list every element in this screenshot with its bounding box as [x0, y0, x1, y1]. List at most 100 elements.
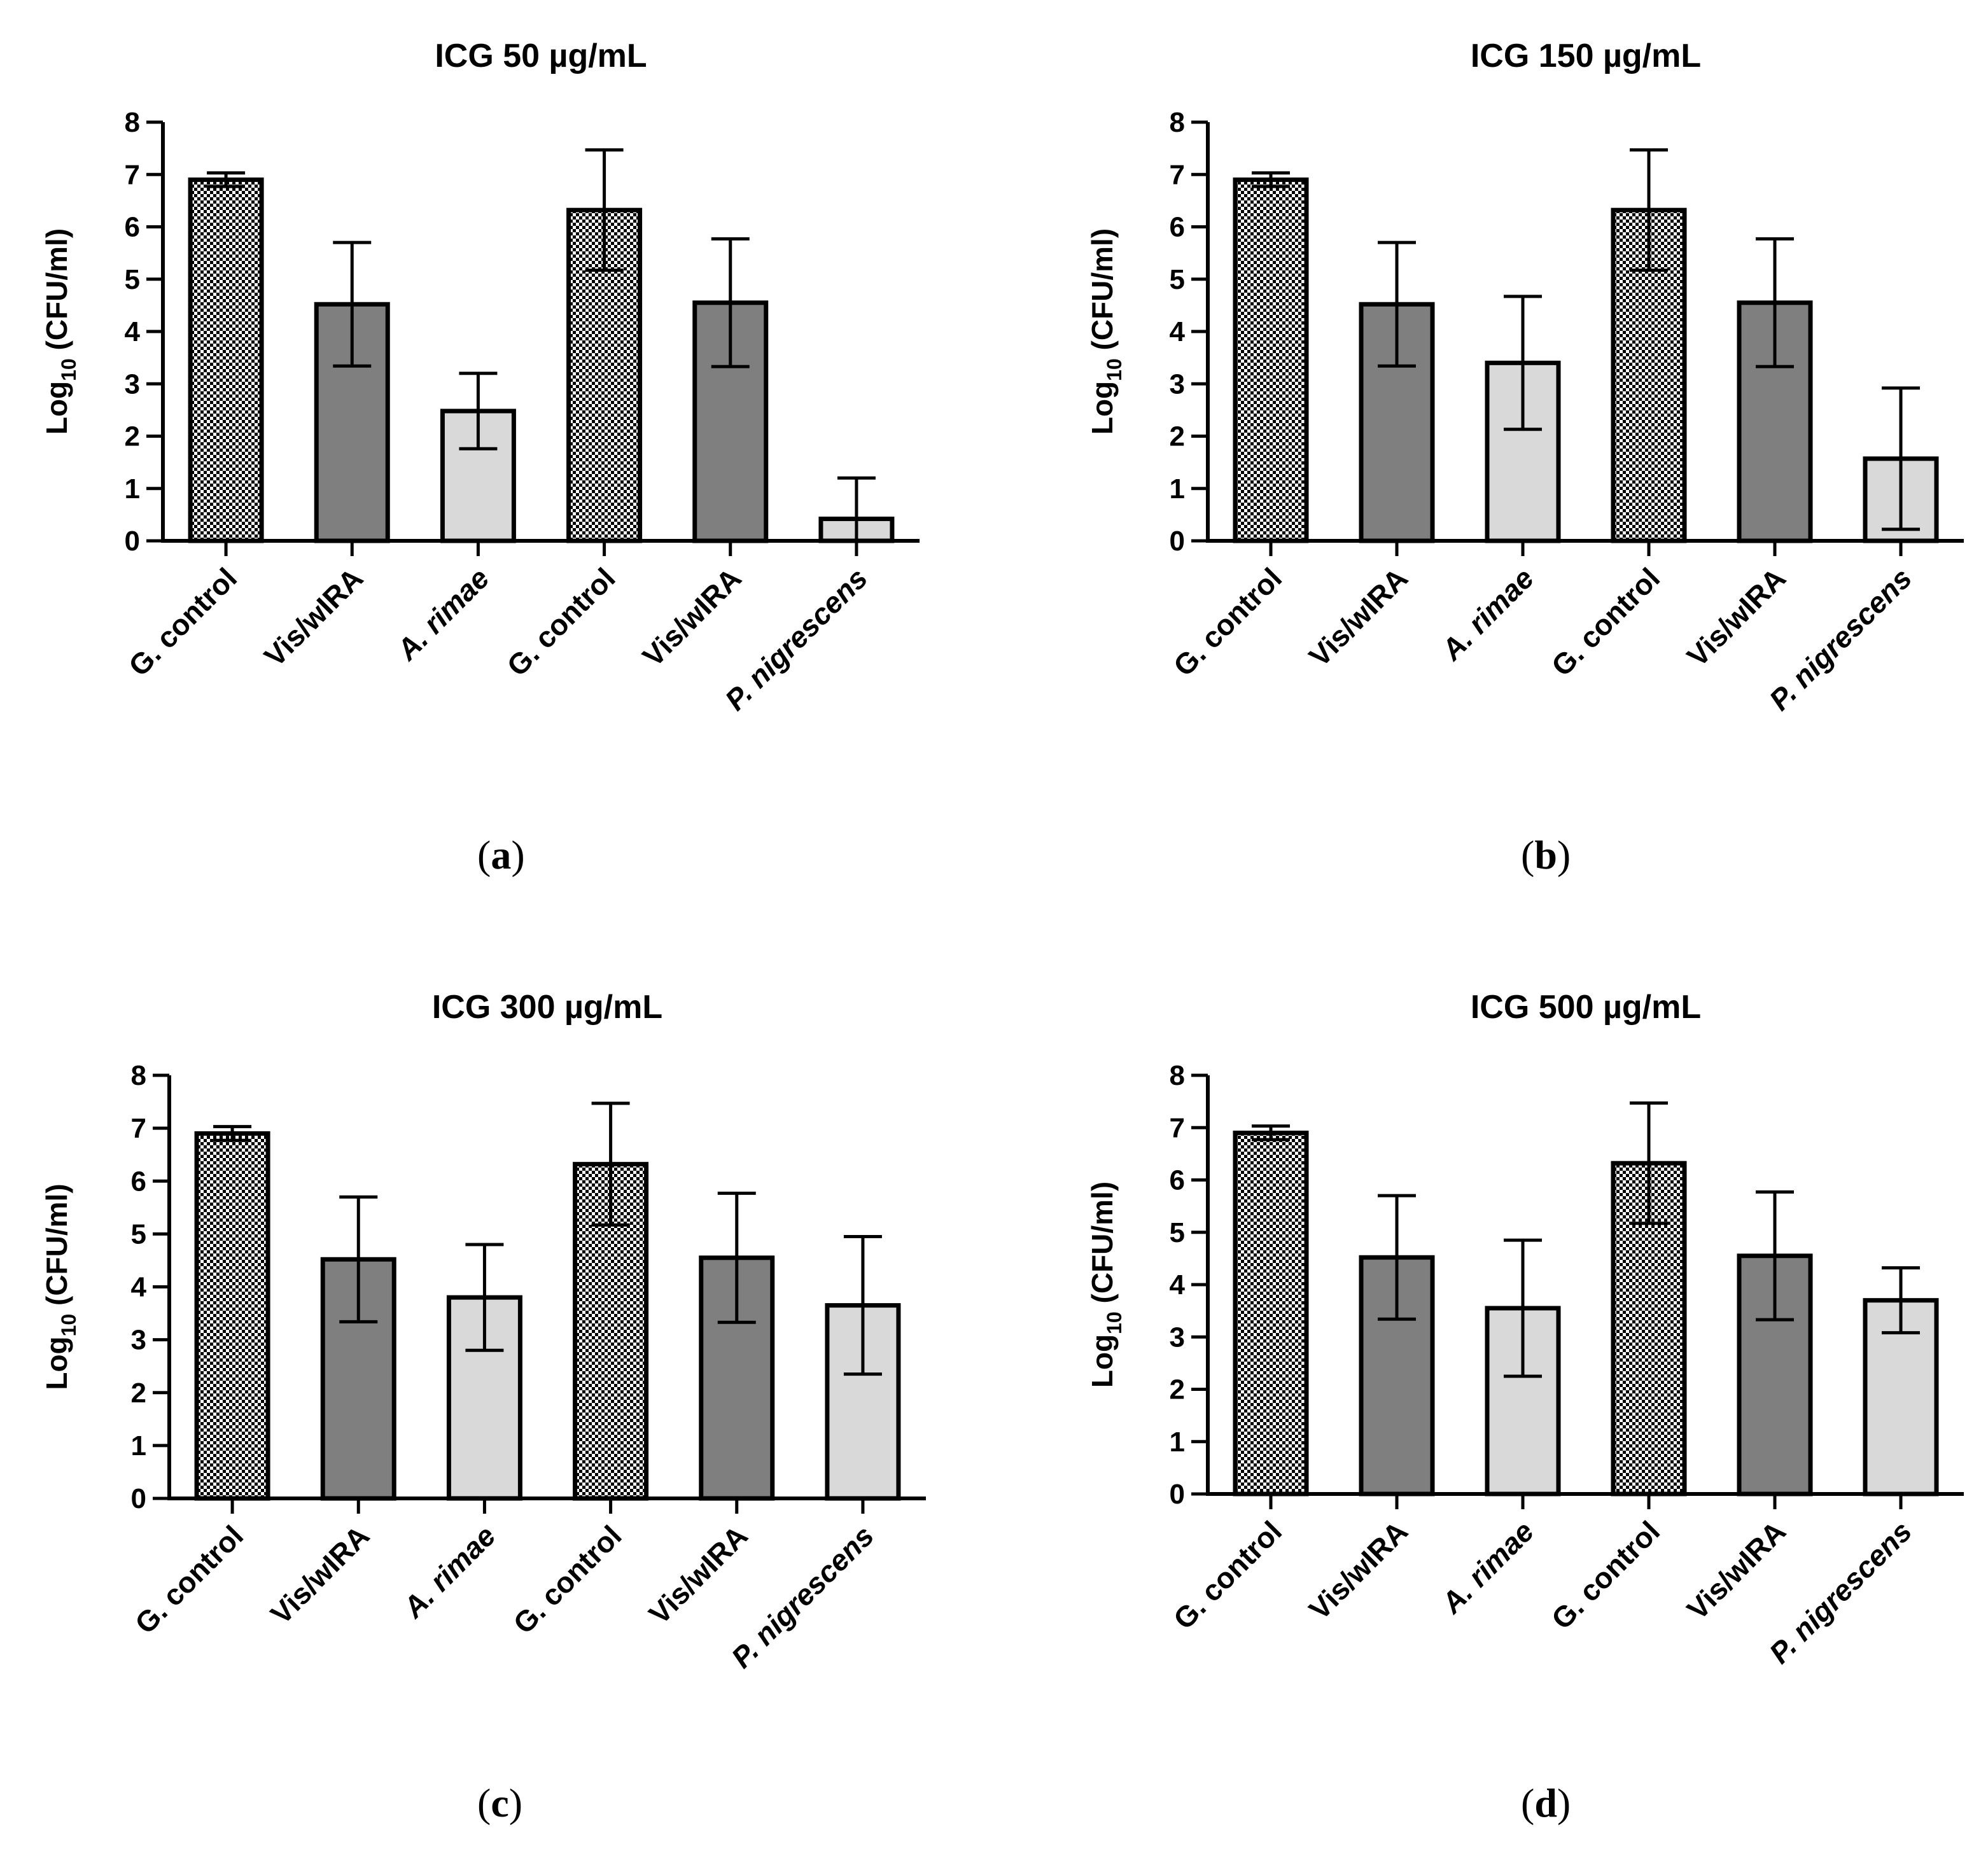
y-tick-label: 1 [131, 1430, 146, 1462]
panel-letter-close: ) [511, 832, 524, 877]
y-axis-label-subscript: 10 [57, 358, 80, 381]
chart-title: ICG 300 µg/mL [432, 989, 662, 1026]
y-tick-label: 6 [1170, 1165, 1185, 1196]
y-axis-label-rest: (CFU/ml) [1086, 228, 1119, 358]
x-category-label: Vis/wIRA [636, 561, 747, 673]
x-category-label: G. control [1545, 561, 1666, 682]
y-tick-label: 0 [1170, 526, 1185, 557]
x-category-label: A. rimae [390, 561, 496, 667]
y-tick-label: 5 [1170, 1217, 1185, 1248]
y-tick-label: 3 [131, 1325, 146, 1356]
panel-letter-close: ) [1557, 832, 1571, 877]
y-tick-label: 7 [1170, 1112, 1185, 1143]
y-axis-label: Log10 (CFU/ml) [40, 1183, 80, 1390]
y-axis-label-base: Log [40, 381, 73, 435]
panel-letter-close: ) [1557, 1780, 1571, 1825]
x-category-label: Vis/wIRA [1681, 1514, 1792, 1626]
y-tick-label: 2 [1170, 1374, 1185, 1406]
panel-letter-id: c [491, 1780, 508, 1825]
panel-letter: (d) [1521, 1780, 1571, 1825]
x-category-label: G. control [122, 561, 243, 682]
x-category-label: Vis/wIRA [1303, 1514, 1414, 1626]
y-tick-label: 4 [131, 1272, 147, 1303]
chart-title: ICG 50 µg/mL [435, 38, 647, 74]
y-tick-label: 8 [131, 1060, 146, 1091]
bar-0 [1233, 1130, 1309, 1497]
y-axis-label-subscript: 10 [1103, 358, 1126, 381]
y-tick-label: 0 [1170, 1479, 1185, 1510]
y-tick-label: 5 [131, 1218, 146, 1250]
y-tick-label: 7 [1170, 159, 1185, 190]
y-tick-label: 1 [125, 473, 140, 505]
y-tick-label: 8 [125, 107, 140, 138]
y-tick-label: 3 [1170, 368, 1185, 400]
bar-0 [188, 177, 264, 543]
panel-letter-open: ( [1521, 832, 1534, 877]
y-axis-label: Log10 (CFU/ml) [40, 228, 80, 435]
x-category-label: G. control [507, 1519, 627, 1640]
y-tick-label: 7 [125, 159, 140, 190]
x-category-label: A. rimae [1434, 561, 1540, 667]
y-tick-label: 3 [125, 368, 140, 400]
y-tick-label: 5 [1170, 264, 1185, 295]
x-category-label: G. control [129, 1519, 249, 1640]
y-axis-label-subscript: 10 [1103, 1311, 1126, 1334]
panel-letter-id: a [491, 832, 511, 877]
y-axis-label-base: Log [1086, 381, 1119, 435]
y-tick-label: 6 [125, 212, 140, 243]
panel-letter: (c) [477, 1780, 522, 1825]
y-tick-label: 2 [125, 421, 140, 452]
x-category-label: G. control [1167, 561, 1288, 682]
y-axis-label: Log10 (CFU/ml) [1086, 1182, 1126, 1388]
y-tick-label: 8 [1170, 107, 1185, 138]
y-tick-label: 4 [1170, 1269, 1186, 1301]
y-tick-label: 1 [1170, 473, 1185, 505]
x-category-label: Vis/wIRA [642, 1519, 753, 1630]
chart-panel-d: ICG 500 µg/mL Log10 (CFU/ml) 0 1 2 3 4 5 6 7 8 G. c… [1086, 989, 1964, 1825]
y-tick-label: 6 [131, 1166, 146, 1197]
y-axis-label-base: Log [1086, 1334, 1119, 1388]
y-tick-label: 2 [1170, 421, 1185, 452]
y-tick-label: 4 [125, 316, 141, 347]
y-tick-label: 1 [1170, 1427, 1185, 1458]
panel-letter-close: ) [509, 1780, 522, 1825]
chart-title: ICG 500 µg/mL [1471, 989, 1701, 1026]
y-tick-label: 4 [1170, 316, 1186, 347]
panel-letter: (a) [477, 832, 525, 877]
x-category-label: Vis/wIRA [258, 561, 369, 673]
chart-title: ICG 150 µg/mL [1471, 38, 1701, 74]
y-axis-label-rest: (CFU/ml) [1086, 1182, 1119, 1311]
y-tick-label: 5 [125, 264, 140, 295]
y-axis-label-rest: (CFU/ml) [40, 1183, 73, 1313]
y-axis-label-base: Log [40, 1336, 73, 1390]
y-tick-label: 3 [1170, 1322, 1185, 1353]
bar-0 [194, 1131, 270, 1501]
x-category-label: Vis/wIRA [1681, 561, 1792, 673]
y-axis-label-subscript: 10 [57, 1314, 80, 1337]
chart-panel-c: ICG 300 µg/mL Log10 (CFU/ml) 0 1 2 3 4 5 6 7 8 G. c… [40, 989, 926, 1825]
y-tick-label: 8 [1170, 1060, 1185, 1091]
chart-panel-b: ICG 150 µg/mL Log10 (CFU/ml) 0 1 2 3 4 5 6 7 8 G. c… [1086, 38, 1964, 877]
x-category-label: Vis/wIRA [264, 1519, 375, 1630]
panel-letter-id: b [1534, 832, 1557, 877]
x-category-label: A. rimae [396, 1519, 502, 1624]
y-tick-label: 6 [1170, 212, 1185, 243]
panel-letter: (b) [1521, 832, 1571, 877]
x-category-label: A. rimae [1434, 1514, 1540, 1620]
y-tick-label: 7 [131, 1113, 146, 1144]
panel-letter-id: d [1534, 1780, 1557, 1825]
bar-0 [1233, 177, 1309, 543]
y-tick-label: 2 [131, 1378, 146, 1409]
x-category-label: Vis/wIRA [1303, 561, 1414, 673]
y-axis-label: Log10 (CFU/ml) [1086, 228, 1126, 435]
chart-panel-a: ICG 50 µg/mL Log10 (CFU/ml) 0 1 2 3 4 5 6 7 8 G. co… [40, 38, 920, 877]
panel-letter-open: ( [477, 832, 491, 877]
panel-letter-open: ( [1521, 1780, 1534, 1825]
panel-letter-open: ( [477, 1780, 491, 1825]
x-category-label: G. control [500, 561, 621, 682]
y-tick-label: 0 [131, 1483, 146, 1514]
x-category-label: G. control [1167, 1514, 1288, 1635]
y-tick-label: 0 [125, 526, 140, 557]
y-axis-label-rest: (CFU/ml) [40, 228, 73, 358]
